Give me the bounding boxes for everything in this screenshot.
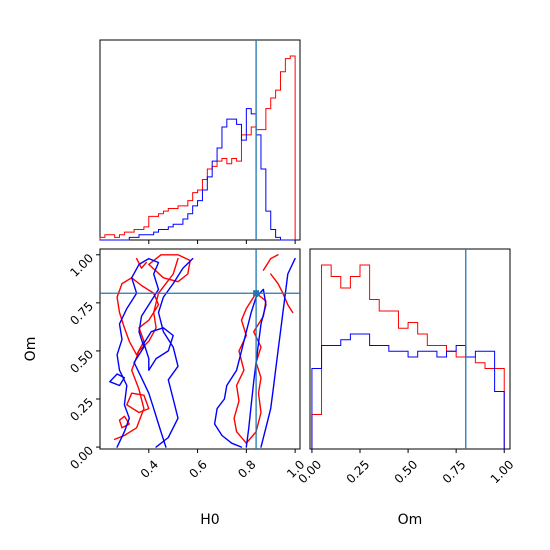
contour-run_b-3: [213, 288, 267, 448]
contour-xtick-label-2: 0.8: [235, 457, 258, 480]
h0-histogram-run_b: [100, 108, 296, 241]
h0-histogram-run_a: [99, 55, 296, 240]
contour-run_a-3: [126, 392, 150, 414]
contour-ytick-label-0: 0.00: [67, 443, 96, 472]
truth-marker: [253, 290, 260, 297]
om-histogram-frame: [309, 248, 511, 450]
contour-ytick-label-2: 0.50: [67, 347, 96, 376]
x-axis-label-om: Om: [398, 512, 423, 528]
contour-ytick-label-1: 0.25: [67, 395, 96, 424]
contour-ytick-label-4: 1.00: [67, 251, 96, 280]
om-histogram-run_b: [311, 333, 505, 449]
h0-om-contour-frame: [99, 248, 301, 450]
contour-run_b-4: [260, 257, 296, 448]
om-histogram-panel: Om 0.00 0.25 0.50 0.75 1.00: [295, 248, 517, 528]
om-histogram-xtick-label-3: 0.75: [440, 457, 469, 486]
h0-histogram-panel: [99, 39, 301, 244]
contour-run_b-1: [155, 257, 194, 448]
h0-histogram-frame: [99, 39, 301, 241]
contour-ytick-label-3: 0.75: [67, 299, 96, 328]
contour-run_a-8: [135, 257, 147, 269]
h0-om-contour-panel: H0 Om 0.4 0.6 0.8 1.00.000.250.500.751.00: [23, 248, 307, 528]
contour-xtick-label-0: 0.4: [138, 457, 161, 480]
contour-group: [109, 254, 296, 448]
contour-run_a-2: [148, 254, 191, 283]
om-histogram-xtick-label-4: 1.00: [488, 457, 517, 486]
contour-run_b-5: [109, 373, 126, 387]
contour-run_a-1: [116, 277, 160, 356]
contour-run_a-7: [262, 254, 279, 271]
contour-run_a-4: [118, 415, 130, 429]
contour-run_b-2: [143, 327, 174, 371]
contour-run_b-0: [116, 257, 167, 448]
contour-xtick-label-1: 0.6: [187, 457, 210, 480]
x-axis-label-h0: H0: [200, 512, 219, 528]
om-histogram-xtick-label-2: 0.50: [392, 457, 421, 486]
y-axis-label-om: Om: [23, 337, 39, 362]
om-histogram-xtick-label-1: 0.25: [344, 457, 373, 486]
